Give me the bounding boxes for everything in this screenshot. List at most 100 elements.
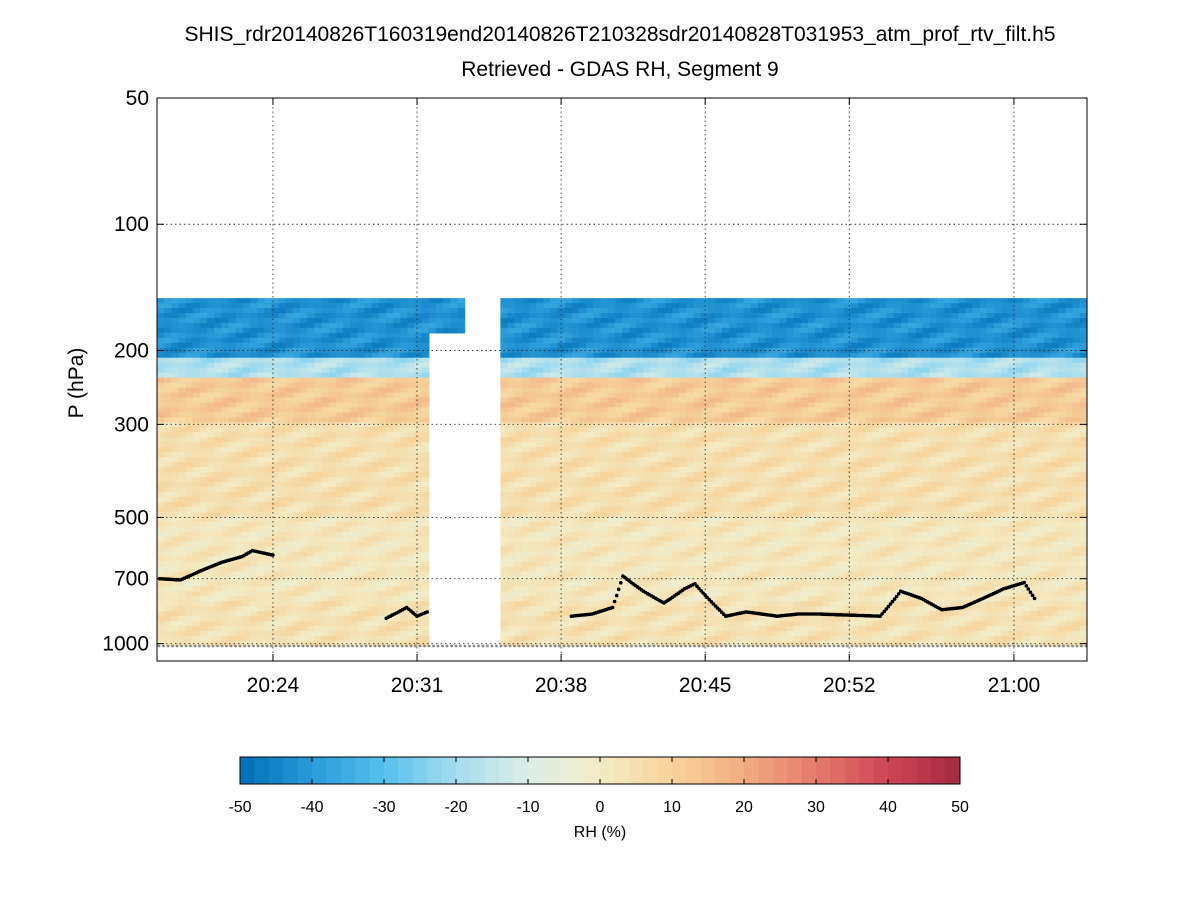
heatmap-cell — [514, 481, 523, 488]
heatmap-cell — [564, 447, 573, 453]
heatmap-cell — [235, 442, 244, 448]
heatmap-cell — [292, 327, 301, 334]
heatmap-cell — [214, 472, 222, 478]
heatmap-cell — [593, 516, 602, 523]
heatmap-cell — [715, 586, 723, 592]
heatmap-cell — [579, 372, 587, 379]
heatmap-cell — [543, 516, 552, 523]
heatmap-cell — [614, 506, 623, 513]
heatmap-cell — [321, 402, 330, 409]
heatmap-cell — [529, 606, 537, 612]
heatmap-cell — [679, 337, 687, 344]
heatmap-cell — [271, 342, 280, 349]
heatmap-cell — [378, 506, 387, 513]
heatmap-cell — [521, 477, 530, 483]
heatmap-cell — [715, 327, 723, 334]
heatmap-cell — [335, 467, 344, 473]
heatmap-cell — [157, 362, 165, 369]
heatmap-cell — [199, 531, 208, 538]
heatmap-cell — [185, 561, 194, 568]
heatmap-cell — [407, 332, 416, 339]
heatmap-cell — [571, 462, 580, 468]
heatmap-cell — [242, 561, 251, 568]
heatmap-cell — [328, 412, 337, 418]
heatmap-cell — [242, 407, 251, 414]
heatmap-cell — [700, 526, 709, 533]
heatmap-cell — [164, 477, 172, 483]
heatmap-cell — [722, 641, 730, 647]
heatmap-cell — [550, 601, 559, 607]
heatmap-cell — [421, 308, 430, 314]
heatmap-cell — [672, 352, 680, 359]
heatmap-cell — [643, 298, 652, 304]
heatmap-cell — [521, 506, 530, 513]
heatmap-cell — [664, 472, 673, 478]
heatmap-cell — [214, 626, 222, 632]
heatmap-cell — [343, 397, 351, 404]
heatmap-cell — [521, 626, 530, 632]
heatmap-cell — [414, 397, 423, 404]
heatmap-cell — [300, 313, 308, 319]
heatmap-cell — [228, 621, 237, 627]
heatmap-cell — [199, 611, 208, 617]
heatmap-cell — [321, 561, 330, 568]
heatmap-cell — [378, 402, 387, 409]
heatmap-cell — [157, 308, 165, 314]
heatmap-cell — [371, 576, 380, 582]
heatmap-cell — [650, 521, 659, 528]
heatmap-cell — [722, 531, 730, 538]
heatmap-cell — [629, 308, 637, 314]
heatmap-cell — [414, 327, 423, 334]
heatmap-cell — [242, 496, 251, 503]
heatmap-cell — [242, 467, 251, 473]
heatmap-cell — [643, 477, 652, 483]
heatmap-cell — [521, 551, 530, 558]
heatmap-cell — [550, 516, 559, 523]
heatmap-cell — [335, 442, 344, 448]
heatmap-cell — [221, 407, 230, 414]
heatmap-cell — [657, 496, 666, 503]
heatmap-cell — [300, 472, 308, 478]
heatmap-cell — [664, 611, 673, 617]
heatmap-cell — [335, 541, 344, 548]
heatmap-cell — [164, 526, 172, 533]
heatmap-cell — [650, 397, 659, 404]
heatmap-cell — [600, 452, 609, 458]
heatmap-cell — [443, 327, 451, 334]
heatmap-cell — [586, 313, 594, 319]
heatmap-cell — [285, 576, 294, 582]
heatmap-cell — [657, 387, 666, 394]
heatmap-cell — [393, 452, 401, 458]
heatmap-cell — [214, 541, 222, 548]
heatmap-cell — [664, 317, 673, 324]
heatmap-cell — [178, 377, 187, 384]
heatmap-cell — [414, 407, 423, 414]
heatmap-cell — [700, 352, 709, 359]
heatmap-cell — [514, 631, 523, 637]
heatmap-cell — [586, 382, 594, 389]
heatmap-cell — [235, 596, 244, 602]
heatmap-cell — [292, 417, 301, 423]
heatmap-cell — [257, 447, 265, 453]
heatmap-cell — [672, 606, 680, 612]
heatmap-cell — [257, 357, 265, 364]
heatmap-cell — [729, 561, 738, 568]
heatmap-cell — [328, 551, 337, 558]
heatmap-cell — [242, 541, 251, 548]
heatmap-cell — [622, 432, 630, 438]
heatmap-cell — [185, 516, 194, 523]
heatmap-cell — [307, 442, 315, 448]
heatmap-cell — [664, 551, 673, 558]
heatmap-cell — [300, 357, 308, 364]
heatmap-cell — [207, 626, 215, 632]
heatmap-cell — [271, 397, 280, 404]
heatmap-cell — [693, 313, 702, 319]
heatmap-cell — [529, 377, 537, 384]
heatmap-cell — [257, 541, 265, 548]
heatmap-cell — [700, 596, 709, 602]
heatmap-cell — [521, 501, 530, 508]
heatmap-cell — [407, 586, 416, 592]
heatmap-cell — [529, 362, 537, 369]
heatmap-cell — [700, 556, 709, 563]
heatmap-cell — [157, 407, 165, 414]
